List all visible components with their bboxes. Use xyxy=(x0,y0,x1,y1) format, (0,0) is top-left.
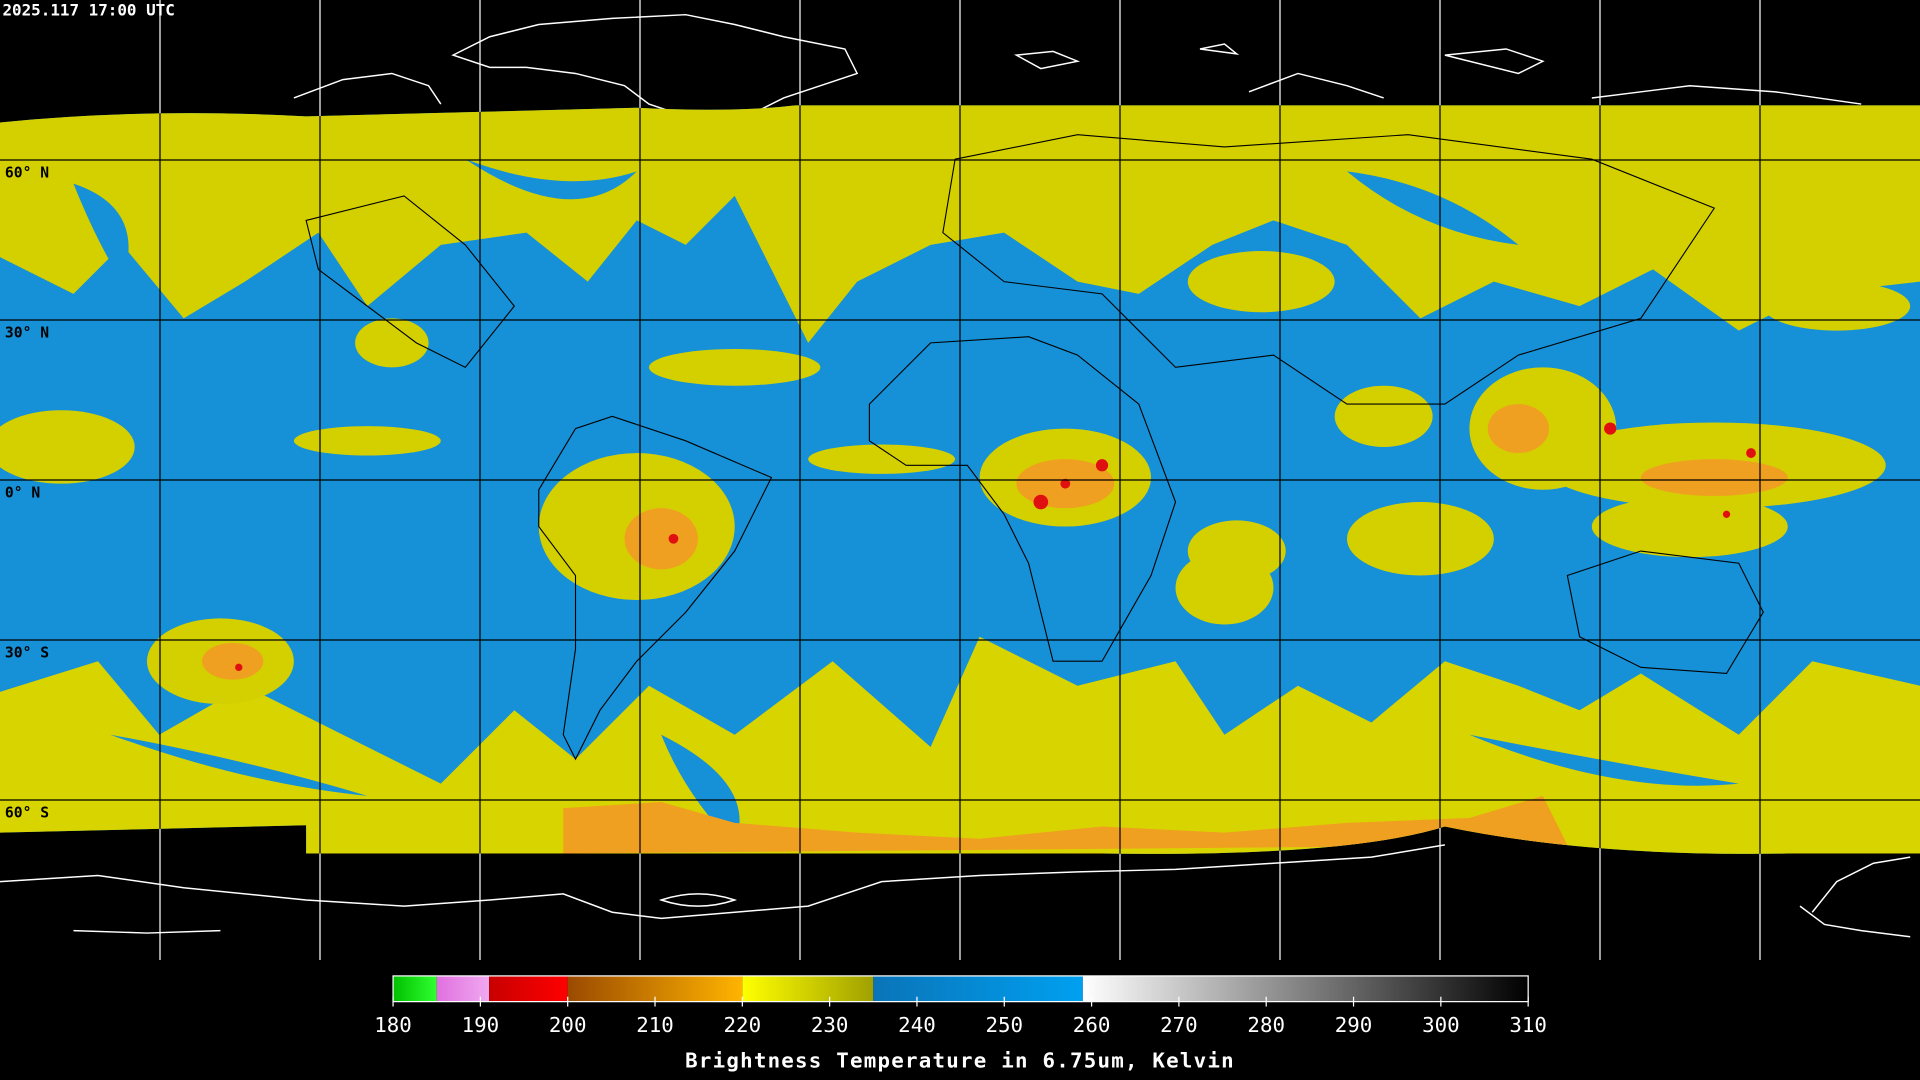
deep-convection xyxy=(235,422,1756,672)
colorbar-tick-label: 210 xyxy=(636,1013,674,1037)
colorbar-segment xyxy=(436,975,490,1002)
latitude-label: 30° N xyxy=(5,324,49,341)
colorbar-tick-label: 290 xyxy=(1335,1013,1373,1037)
colorbar-tick-label: 250 xyxy=(985,1013,1023,1037)
colorbar-tick-label: 300 xyxy=(1422,1013,1460,1037)
latitude-grid: 60° N 30° N 0° N 30° S 60° S xyxy=(0,159,1920,821)
dry-slots xyxy=(73,159,1739,845)
colorbar-segment xyxy=(393,975,437,1002)
colorbar-tick-label: 240 xyxy=(898,1013,936,1037)
colorbar-tick-label: 190 xyxy=(462,1013,500,1037)
colorbar-tick-label: 180 xyxy=(374,1013,412,1037)
colorbar: 180 190 200 210 220 230 240 250 260 270 280 290 300 3… xyxy=(374,975,1547,1037)
antarctic-shelf xyxy=(73,856,1911,938)
colorbar-tick-label: 260 xyxy=(1073,1013,1111,1037)
colorbar-segment xyxy=(1082,975,1529,1002)
latitude-label: 60° S xyxy=(5,804,49,821)
colorbar-tick-label: 270 xyxy=(1160,1013,1198,1037)
south-america xyxy=(538,415,773,761)
timestamp: 2025.117 17:00 UTC xyxy=(2,1,174,20)
colorbar-title: Brightness Temperature in 6.75um, Kelvin xyxy=(685,1049,1235,1073)
colorbar-tick-label: 310 xyxy=(1509,1013,1547,1037)
colorbar-segment xyxy=(742,975,874,1002)
greenland xyxy=(451,13,859,124)
colorbar-segment xyxy=(873,975,1083,1002)
colorbar-tick-label: 220 xyxy=(724,1013,762,1037)
latitude-label: 0° N xyxy=(5,484,40,501)
svalbard xyxy=(1013,43,1384,99)
colorbar-tick-label: 200 xyxy=(549,1013,587,1037)
latitude-label: 30° S xyxy=(5,644,49,661)
colorbar-frame xyxy=(392,975,1529,1003)
colorbar-tick-label: 230 xyxy=(811,1013,849,1037)
eurasia xyxy=(942,134,1716,405)
coastlines-polar xyxy=(0,13,1911,938)
africa xyxy=(868,336,1177,662)
latitude-label: 60° N xyxy=(5,164,49,181)
arctic-islands xyxy=(293,72,442,105)
coastlines xyxy=(305,134,1764,761)
antarctica xyxy=(0,844,1446,920)
colorbar-segment xyxy=(489,975,568,1002)
north-america xyxy=(305,195,515,369)
siberia-islands xyxy=(1444,48,1862,105)
colorbar-tick-label: 280 xyxy=(1247,1013,1285,1037)
australia xyxy=(1566,550,1764,675)
